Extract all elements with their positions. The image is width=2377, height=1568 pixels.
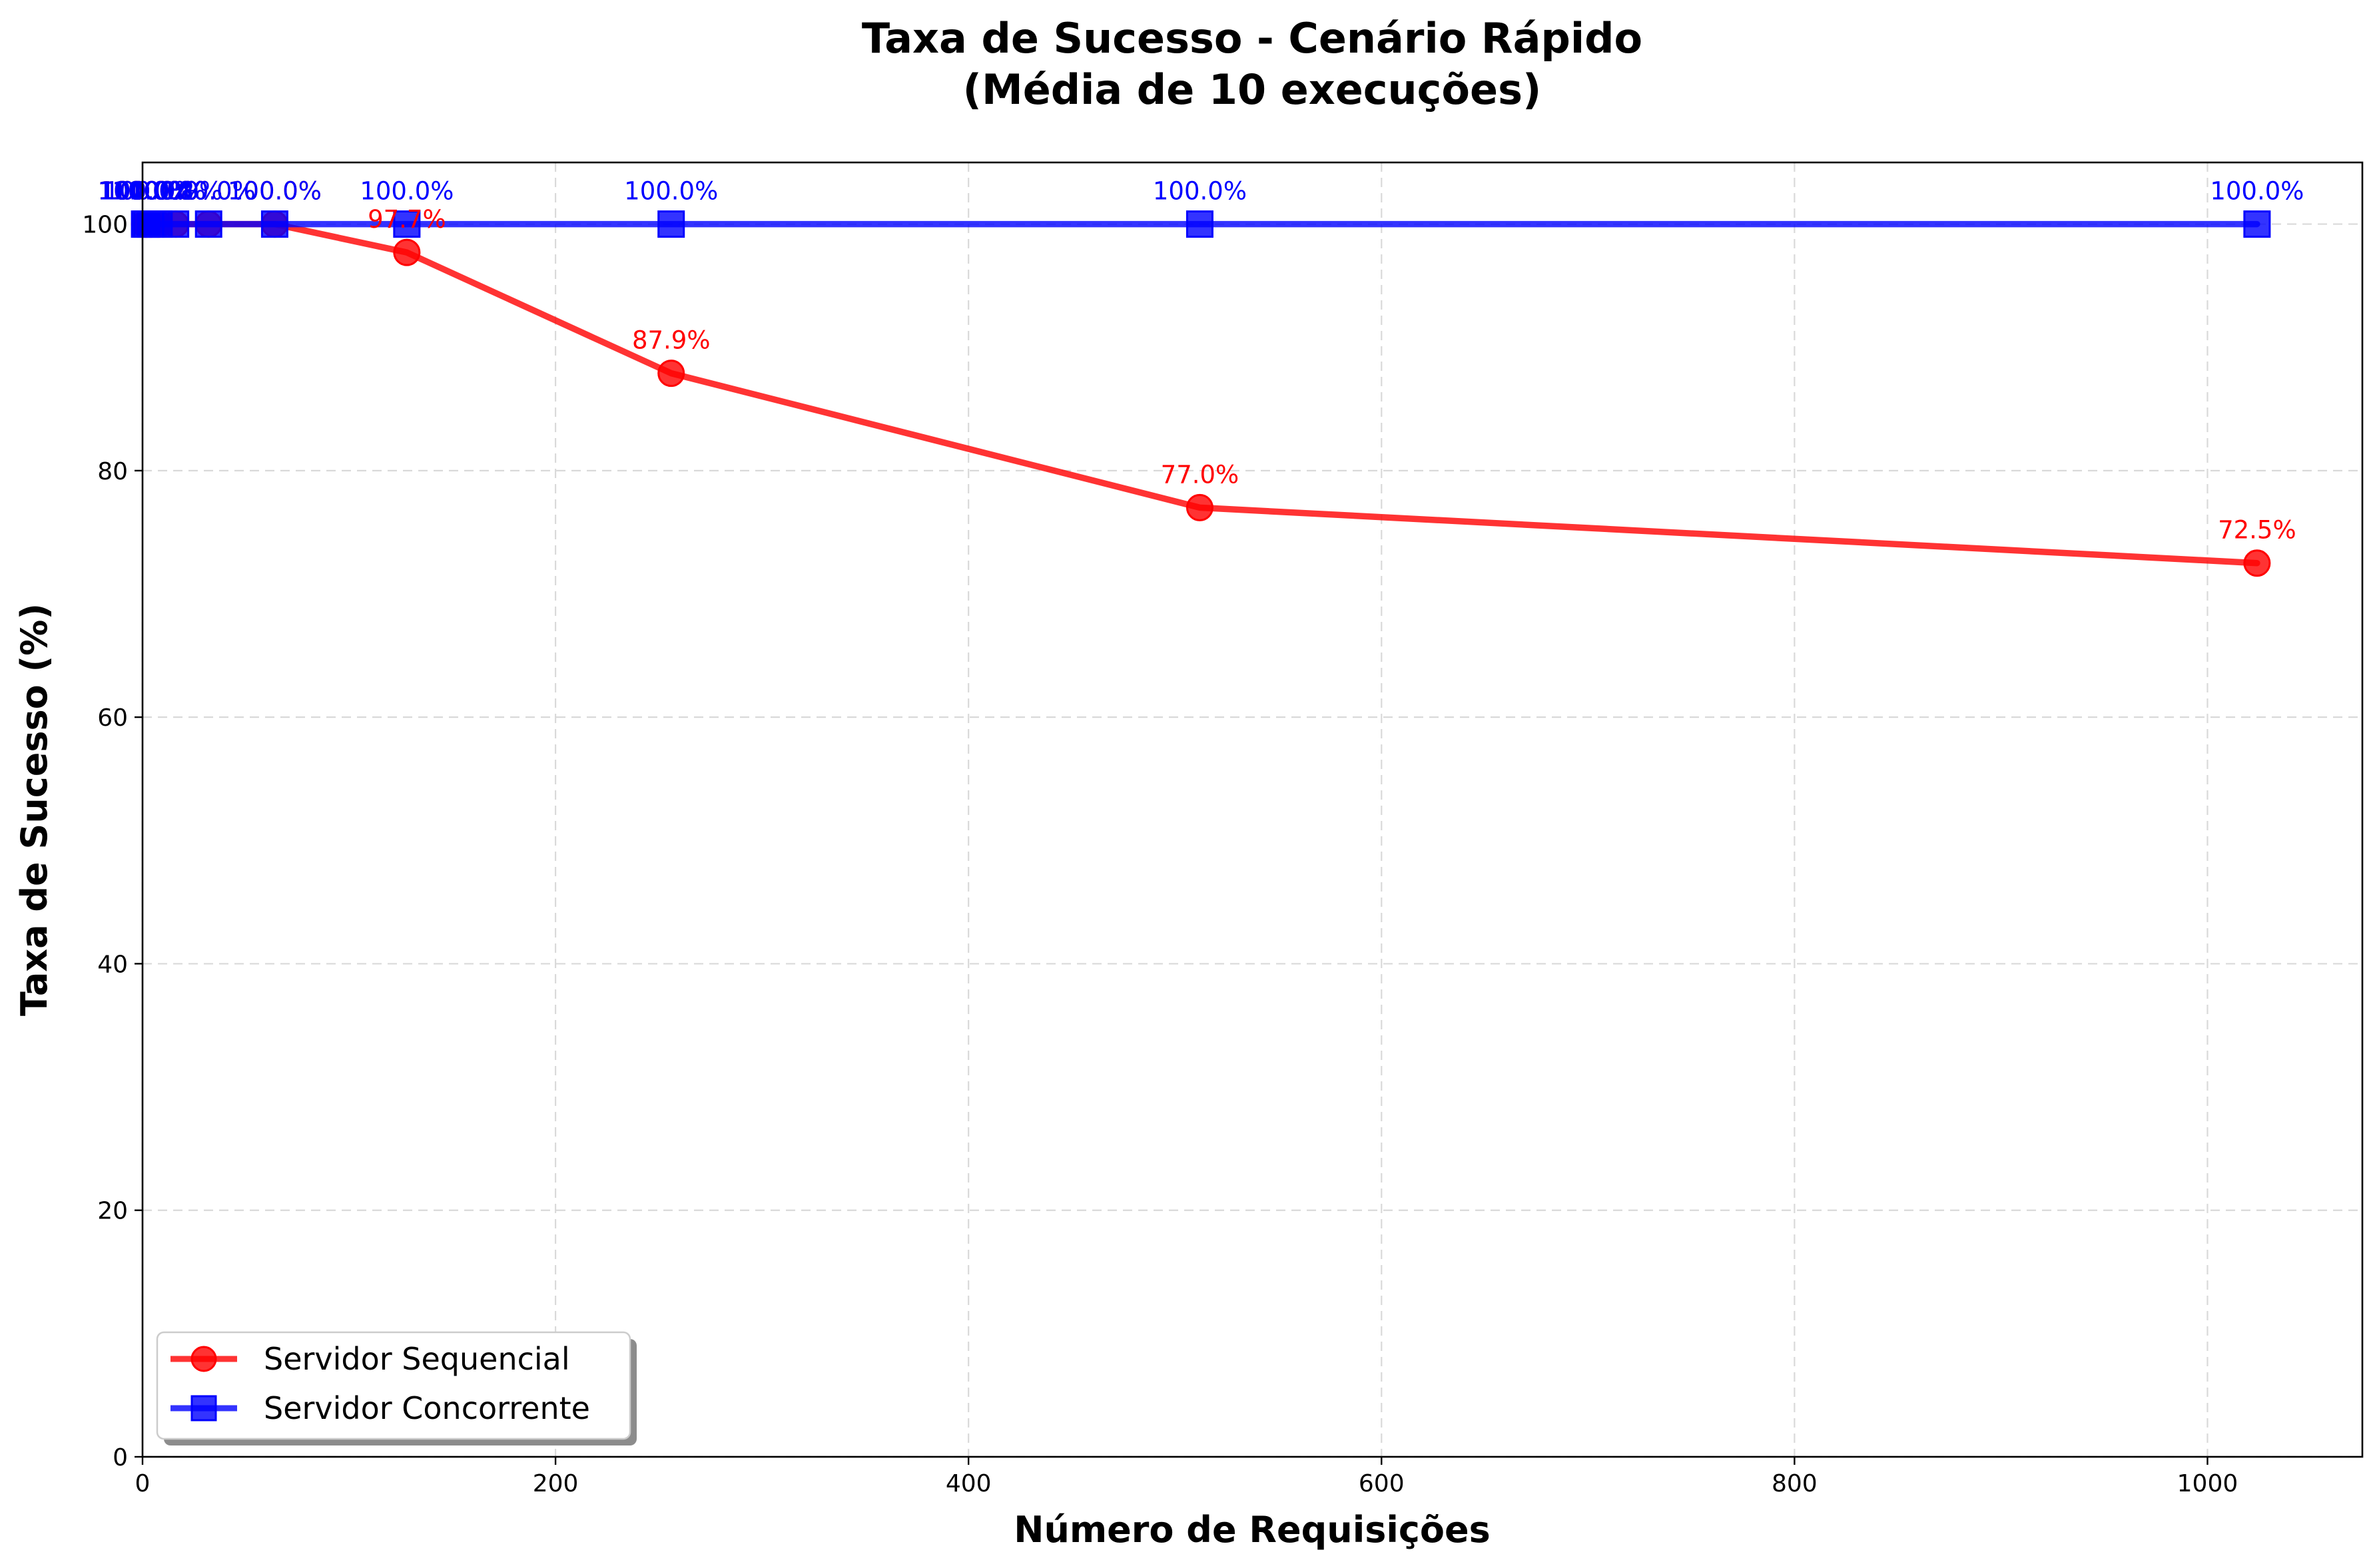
x-tick-label: 800 <box>1772 1470 1818 1497</box>
point-concurrent <box>260 210 288 238</box>
axis-ticks: 0 200 400 600 800 1000 0 20 40 60 80 100 <box>82 212 2238 1497</box>
x-tick-label: 1000 <box>2177 1470 2238 1497</box>
legend-marker-sequential <box>190 1346 217 1372</box>
data-label-sequential: 100.0% <box>104 177 198 206</box>
y-tick-label: 60 <box>97 704 128 732</box>
data-label-concurrent: 100.0% <box>360 177 454 206</box>
chart-title-line-1: Taxa de Sucesso - Cenário Rápido <box>862 14 1642 63</box>
legend-label-sequential: Servidor Sequencial <box>264 1341 570 1377</box>
data-label-concurrent: 100.0% <box>104 177 198 206</box>
y-axis-label: Taxa de Sucesso (%) <box>13 603 55 1016</box>
x-tick-label: 400 <box>946 1470 992 1497</box>
y-tick-label: 40 <box>97 951 128 978</box>
point-concurrent <box>393 210 421 238</box>
chart-title-line-2: (Média de 10 execuções) <box>963 65 1542 114</box>
data-label-concurrent: 100.0% <box>162 177 256 206</box>
data-label-concurrent: 100.0% <box>112 177 206 206</box>
data-label-concurrent: 100.0% <box>228 177 322 206</box>
data-label-concurrent: 100.0% <box>100 177 194 206</box>
data-label-sequential: 100.0% <box>162 177 256 206</box>
point-sequential <box>2243 549 2271 577</box>
data-label-sequential: 97.7% <box>368 205 446 234</box>
point-sequential <box>393 238 421 266</box>
series-group <box>131 210 2271 577</box>
y-tick-label: 100 <box>82 212 128 239</box>
y-tick-label: 80 <box>97 458 128 485</box>
point-concurrent <box>2243 210 2271 238</box>
data-label-sequential: 100.0% <box>228 177 322 206</box>
y-tick-label: 20 <box>97 1198 128 1225</box>
point-concurrent <box>657 210 685 238</box>
legend-marker-concurrent <box>190 1395 217 1422</box>
data-label-sequential: 100.0% <box>112 177 206 206</box>
data-label-concurrent: 100.0% <box>129 177 222 206</box>
data-label-concurrent: 100.0% <box>624 177 718 206</box>
data-label-concurrent: 100.0% <box>98 177 192 206</box>
point-concurrent <box>194 210 222 238</box>
point-concurrent <box>162 210 190 238</box>
x-tick-label: 0 <box>135 1470 151 1497</box>
x-axis-label: Número de Requisições <box>1014 1509 1490 1551</box>
data-label-sequential: 72.5% <box>2218 516 2296 545</box>
data-label-sequential: 77.0% <box>1161 460 1239 489</box>
x-tick-label: 600 <box>1359 1470 1405 1497</box>
plot-frame <box>141 161 2364 1458</box>
point-concurrent <box>1186 210 1213 238</box>
x-tick-label: 200 <box>533 1470 579 1497</box>
data-label-sequential: 100.0% <box>100 177 194 206</box>
data-label-concurrent: 100.0% <box>1153 177 1247 206</box>
legend: Servidor Sequencial Servidor Concorrente <box>156 1331 637 1445</box>
data-label-concurrent: 100.0% <box>2210 177 2304 206</box>
data-labels: 100.0%100.0%100.0%100.0%100.0%100.0%100.… <box>98 177 2304 545</box>
data-label-sequential: 87.9% <box>632 326 711 355</box>
legend-label-concurrent: Servidor Concorrente <box>264 1390 590 1426</box>
point-sequential <box>657 360 685 388</box>
legend-box <box>156 1331 631 1440</box>
y-tick-label: 0 <box>113 1444 128 1471</box>
data-label-sequential: 100.0% <box>129 177 222 206</box>
point-sequential <box>1186 493 1213 521</box>
data-label-sequential: 100.0% <box>98 177 192 206</box>
